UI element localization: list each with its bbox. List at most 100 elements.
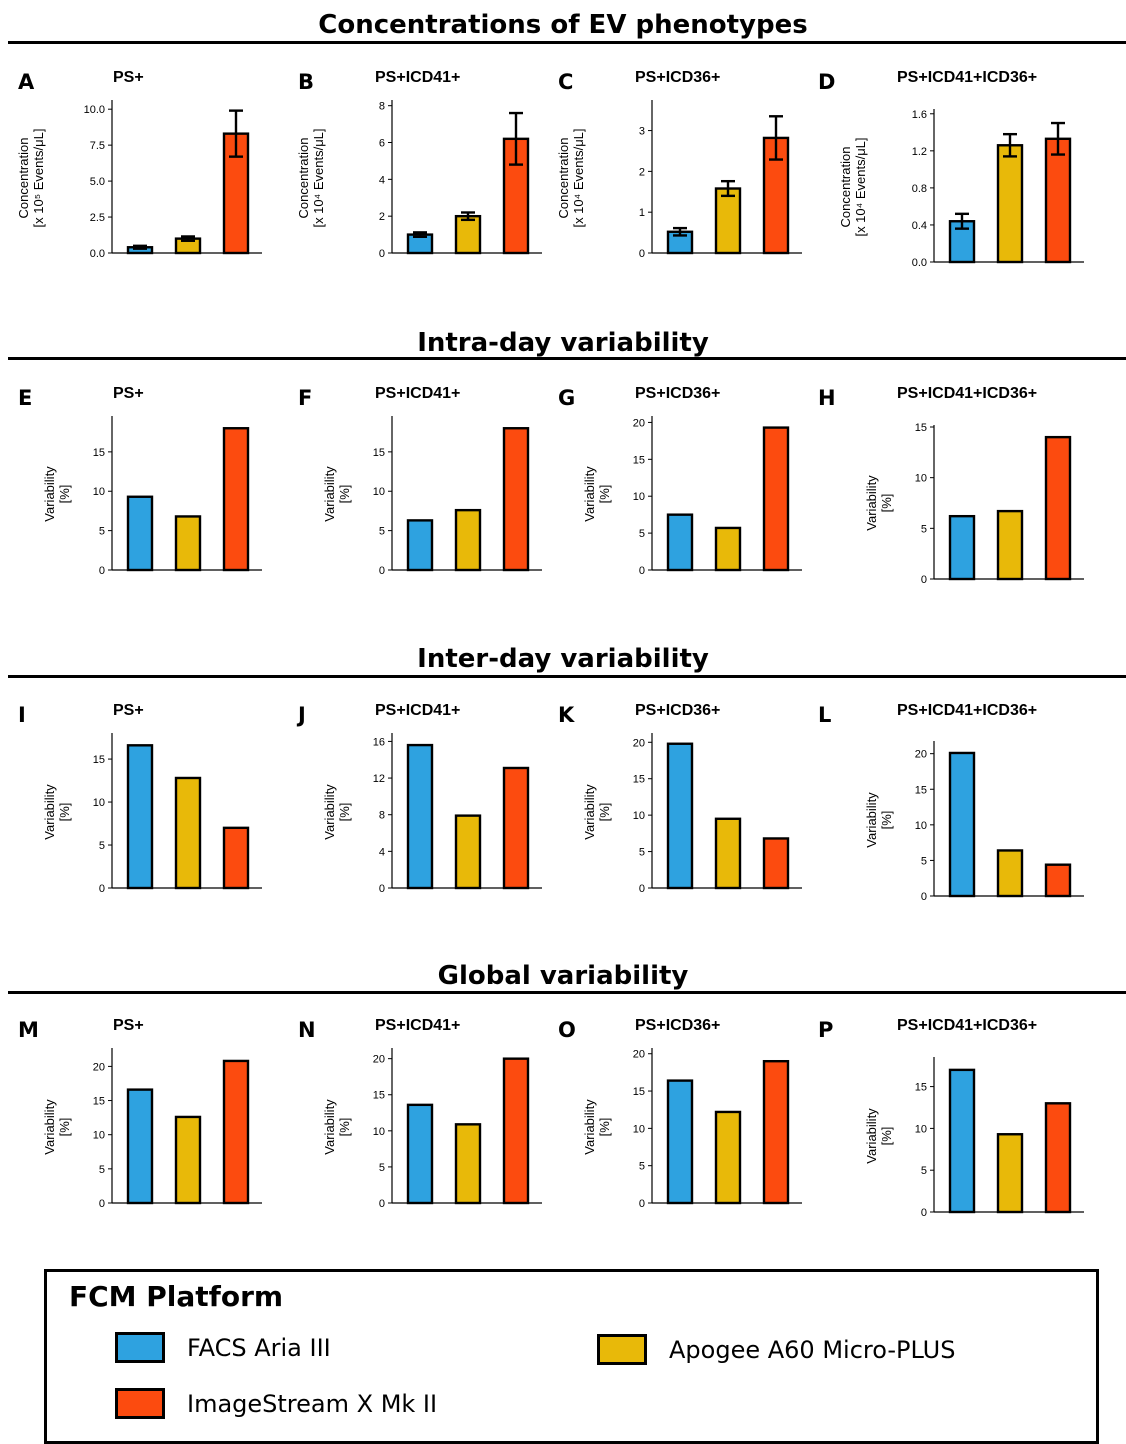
- y-tick-label: 3: [639, 126, 645, 138]
- panel-letter-h: H: [818, 386, 836, 410]
- error-bar-imagestream: [1051, 121, 1065, 156]
- legend-title: FCM Platform: [69, 1280, 284, 1313]
- panel-letter-f: F: [298, 386, 313, 410]
- panel-title-h: PS+ICD41+ICD36+: [897, 385, 1038, 402]
- bar-imagestream: [762, 426, 790, 572]
- y-axis-label-line2: [%]: [337, 1117, 352, 1136]
- y-axis-label-line1: Concentration: [16, 137, 31, 218]
- y-axis-label-i: Variability [%]: [42, 737, 74, 887]
- y-tick-label: 0.4: [912, 220, 927, 232]
- bar-facs: [126, 495, 154, 572]
- y-tick-label: 10: [633, 810, 645, 822]
- bar-facs: [406, 233, 434, 255]
- error-bar-apogee: [461, 211, 475, 222]
- bar-facs: [126, 1088, 154, 1205]
- y-tick-label: 5: [639, 1161, 645, 1173]
- y-tick-label: 15: [93, 754, 105, 766]
- y-axis-label-line2: [%]: [57, 802, 72, 821]
- y-tick-label: 10: [93, 1130, 105, 1142]
- legend: FCM Platform FACS Aria III Apogee A60 Mi…: [44, 1269, 1099, 1444]
- y-tick-label: 15: [915, 1082, 927, 1094]
- section-rule: [8, 41, 1126, 44]
- y-tick-label: 10: [373, 1126, 385, 1138]
- y-axis-label-line1: Variability: [864, 791, 879, 848]
- y-tick-label: 10: [915, 820, 927, 832]
- y-axis-label-line1: Variability: [864, 475, 879, 531]
- bar-apogee: [454, 1123, 482, 1205]
- y-axis-label-line1: Variability: [42, 783, 57, 840]
- y-tick-label: 15: [93, 447, 105, 459]
- y-axis-label-line1: Variability: [42, 466, 57, 522]
- bar-imagestream: [222, 427, 250, 572]
- y-tick-label: 15: [373, 1090, 385, 1102]
- panel-title-b: PS+ICD41+: [375, 69, 461, 86]
- y-tick-label: 0: [379, 565, 385, 577]
- panel-letter-i: I: [18, 703, 26, 727]
- bar-imagestream: [762, 1059, 790, 1205]
- legend-swatch-imagestream: [115, 1388, 165, 1419]
- y-axis-label-line1: Variability: [864, 1107, 879, 1164]
- error-bar-apogee: [1003, 132, 1017, 158]
- y-tick-label: 2: [639, 166, 645, 178]
- legend-label-facs: FACS Aria III: [187, 1333, 331, 1362]
- panel-title-c: PS+ICD36+: [635, 69, 721, 86]
- y-tick-label: 5: [639, 847, 645, 859]
- bar-imagestream: [1044, 435, 1072, 581]
- bar-imagestream: [222, 132, 250, 255]
- bar-apogee: [174, 776, 202, 890]
- y-axis-label-line2: [%]: [597, 484, 612, 504]
- y-tick-label: 10: [373, 486, 385, 498]
- y-tick-label: 20: [915, 749, 927, 761]
- panel-title-f: PS+ICD41+: [375, 385, 461, 402]
- error-bar-facs: [413, 231, 427, 238]
- y-tick-label: 0: [99, 565, 105, 577]
- bar-apogee: [454, 214, 482, 255]
- y-axis-label-a: Concentration [x 10⁵ Events/μL]: [16, 103, 48, 253]
- y-tick-label: 0: [639, 248, 645, 260]
- y-axis-label-line2: [%]: [337, 802, 352, 821]
- y-axis-label-d: Concentration [x 10⁴ Events/μL]: [838, 112, 870, 262]
- bar-facs: [666, 742, 694, 890]
- y-tick-label: 1.6: [912, 109, 927, 121]
- panel-title-m: PS+: [113, 1017, 144, 1034]
- bar-imagestream: [222, 1059, 250, 1205]
- y-axis-label-p: Variability [%]: [864, 1061, 896, 1211]
- y-axis-label-line1: Variability: [582, 1098, 597, 1155]
- section-rule: [8, 991, 1126, 994]
- y-axis-label-line1: Concentration: [838, 146, 853, 227]
- y-tick-label: 10: [93, 797, 105, 809]
- section-rule: [8, 675, 1126, 678]
- bar-imagestream: [1044, 1102, 1072, 1214]
- y-tick-label: 12: [373, 773, 385, 785]
- y-tick-label: 5: [921, 523, 927, 535]
- y-tick-label: 4: [379, 846, 385, 858]
- y-tick-label: 10: [915, 1123, 927, 1135]
- y-axis-label-line1: Variability: [322, 783, 337, 840]
- y-axis-label-line1: Variability: [322, 1098, 337, 1155]
- bar-apogee: [174, 237, 202, 255]
- y-tick-label: 15: [373, 447, 385, 459]
- panel-title-e: PS+: [113, 385, 144, 402]
- bar-apogee: [996, 1133, 1024, 1214]
- y-tick-label: 0: [921, 891, 927, 903]
- error-bar-apogee: [721, 179, 735, 198]
- y-axis-label-e: Variability [%]: [42, 419, 74, 569]
- y-tick-label: 5: [99, 840, 105, 852]
- y-tick-label: 2: [379, 211, 385, 223]
- panel-title-a: PS+: [113, 69, 144, 86]
- y-axis-label-c: Concentration [x 10⁴ Events/μL]: [556, 103, 588, 253]
- y-axis-label-line2: [%]: [597, 802, 612, 821]
- legend-swatch-apogee: [597, 1334, 647, 1365]
- bar-apogee: [996, 849, 1024, 898]
- y-tick-label: 1: [639, 207, 645, 219]
- y-tick-label: 0: [921, 1207, 927, 1219]
- y-tick-label: 0: [639, 565, 645, 577]
- panel-letter-m: M: [18, 1018, 39, 1042]
- y-tick-label: 15: [633, 774, 645, 786]
- bar-imagestream: [502, 427, 530, 572]
- y-tick-label: 10: [633, 491, 645, 503]
- y-tick-label: 5: [921, 855, 927, 867]
- y-axis-label-line2: [%]: [879, 810, 894, 829]
- y-tick-label: 0: [99, 883, 105, 895]
- section-title-global: Global variability: [437, 961, 689, 991]
